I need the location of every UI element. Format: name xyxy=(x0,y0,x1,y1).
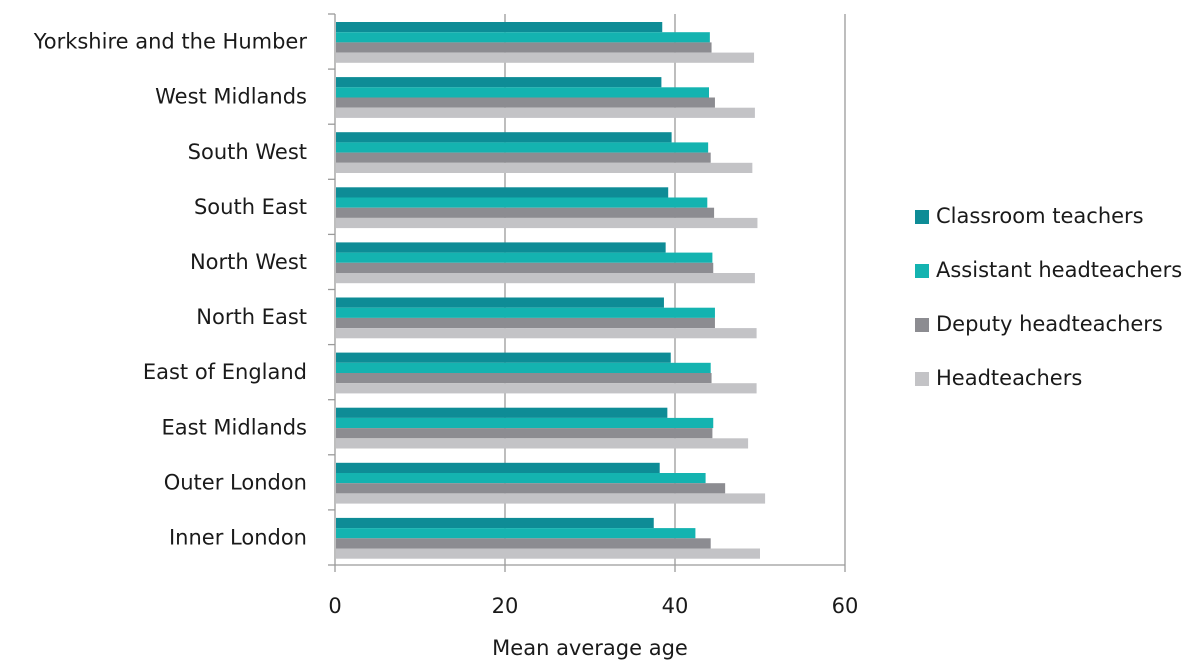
bar xyxy=(336,428,713,439)
bar xyxy=(336,273,755,284)
bar xyxy=(336,328,757,339)
legend-label: Deputy headteachers xyxy=(936,312,1163,336)
bar xyxy=(336,197,708,208)
bar xyxy=(336,242,666,253)
bar xyxy=(336,373,712,384)
legend-swatch xyxy=(915,372,929,386)
category-label: Inner London xyxy=(169,525,307,549)
bar xyxy=(336,538,711,549)
bar xyxy=(336,352,671,363)
bar xyxy=(336,383,757,394)
category-label: Yorkshire and the Humber xyxy=(33,30,308,54)
axes xyxy=(328,13,846,572)
bar xyxy=(336,32,710,43)
bars xyxy=(336,22,766,559)
bar xyxy=(336,473,706,484)
x-tick-labels: 0 20 40 60 xyxy=(328,594,858,618)
category-label: Outer London xyxy=(164,470,307,494)
x-tick-label: 20 xyxy=(492,594,519,618)
legend-label: Assistant headteachers xyxy=(936,258,1182,282)
category-label: North East xyxy=(196,305,307,329)
category-label: West Midlands xyxy=(155,85,307,109)
bar xyxy=(336,297,664,308)
category-label: South East xyxy=(194,195,307,219)
bar xyxy=(336,52,755,63)
x-axis-title: Mean average age xyxy=(492,636,688,660)
x-tick-label: 60 xyxy=(832,594,859,618)
bar xyxy=(336,407,668,418)
category-label: South West xyxy=(188,140,307,164)
legend: Classroom teachers Assistant headteachers… xyxy=(915,204,1182,390)
bar xyxy=(336,152,711,163)
x-tick-label: 40 xyxy=(662,594,689,618)
bar xyxy=(336,493,766,504)
legend-swatch xyxy=(915,318,929,332)
bar xyxy=(336,22,663,33)
bar xyxy=(336,207,715,218)
category-label: East Midlands xyxy=(161,415,307,439)
legend-swatch xyxy=(915,210,929,224)
bar xyxy=(336,252,713,263)
bar xyxy=(336,42,712,53)
bar xyxy=(336,307,715,318)
bar xyxy=(336,132,672,143)
bar xyxy=(336,187,669,198)
legend-label: Headteachers xyxy=(936,366,1082,390)
category-labels: Yorkshire and the Humber West Midlands Sou… xyxy=(33,30,308,550)
bar xyxy=(336,262,714,273)
bar xyxy=(336,142,709,153)
bar xyxy=(336,362,711,373)
bar xyxy=(336,77,662,88)
bar xyxy=(336,97,715,108)
x-tick-label: 0 xyxy=(328,594,341,618)
bar xyxy=(336,417,714,429)
bar xyxy=(336,162,753,173)
bar xyxy=(336,217,758,229)
legend-swatch xyxy=(915,264,929,278)
bar xyxy=(336,483,726,494)
category-label: North West xyxy=(190,250,307,274)
bar xyxy=(336,528,696,539)
bar xyxy=(336,462,660,473)
bar xyxy=(336,87,709,98)
bar xyxy=(336,548,760,559)
bar xyxy=(336,317,715,329)
bar xyxy=(336,438,749,449)
bar xyxy=(336,107,755,118)
bar xyxy=(336,517,654,529)
legend-label: Classroom teachers xyxy=(936,204,1144,228)
category-label: East of England xyxy=(143,360,307,384)
